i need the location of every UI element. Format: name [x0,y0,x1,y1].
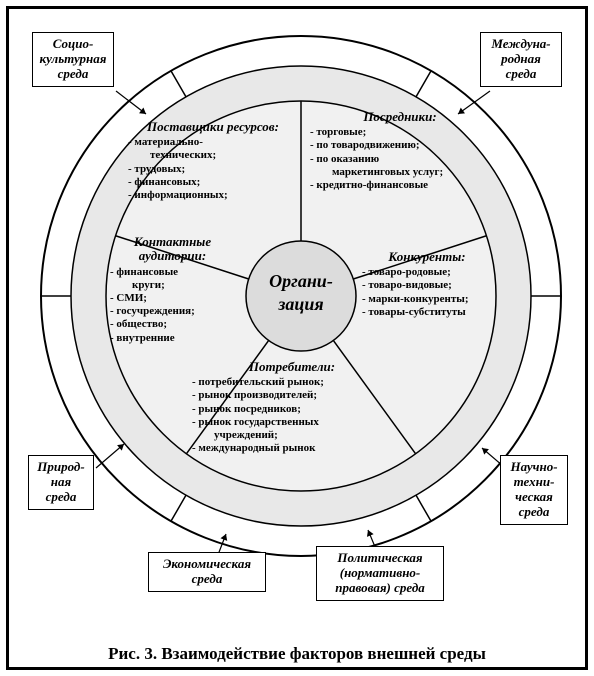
sector-item: СМИ; [110,292,235,305]
figure-caption: Рис. 3. Взаимодействие факторов внешней … [0,644,594,664]
callout-economic: Экономическаясреда [148,552,266,592]
sector-item: учреждений; [192,429,392,442]
sector-item: внутренние [110,332,235,345]
center-label: Органи- зация [256,270,346,315]
sector-item: материально- [128,136,298,149]
sector-item: по товародвижению; [310,139,490,152]
sector-item: рынок посредников; [192,403,392,416]
sector-item: товары-субституты [362,306,492,319]
sector-item: финансовые [110,266,235,279]
callout-international: Междуна-роднаясреда [480,32,562,87]
callout-natural: Природ-наясреда [28,455,94,510]
sector-intermediaries-title: Посредники: [310,110,490,124]
sector-item: технических; [128,149,298,162]
sector-item: марки-конкуренты; [362,293,492,306]
sector-item: потребительский рынок; [192,376,392,389]
sector-consumers: Потребители: потребительский рынок;рынок… [192,360,392,455]
sector-consumers-title: Потребители: [192,360,392,374]
sector-item: информационных; [128,189,298,202]
sector-suppliers: Поставщики ресурсов: материально-техниче… [128,120,298,202]
sector-audiences-list: финансовыекруги;СМИ;госучреждения;общест… [110,266,235,345]
sector-item: рынок производителей; [192,389,392,402]
sector-intermediaries: Посредники: торговые;по товародвижению;п… [310,110,490,192]
sector-item: финансовых; [128,176,298,189]
sector-item: торговые; [310,126,490,139]
callout-scitech: Научно-техни-ческаясреда [500,455,568,525]
sector-suppliers-list: материально-технических;трудовых;финансо… [128,136,298,202]
sector-item: маркетинговых услуг; [310,166,490,179]
center-line2: зация [278,294,323,314]
callout-political: Политическая(нормативно-правовая) среда [316,546,444,601]
sector-audiences-title: Контактные аудитории: [110,235,235,264]
sector-consumers-list: потребительский рынок;рынок производител… [192,376,392,455]
sector-item: международный рынок [192,442,392,455]
sector-competitors: Конкуренты: товаро-родовые;товаро-видовы… [362,250,492,319]
sector-item: кредитно-финансовые [310,179,490,192]
sector-competitors-title: Конкуренты: [362,250,492,264]
sector-item: по оказанию [310,153,490,166]
center-line1: Органи- [269,271,333,291]
callout-sociocultural: Социо-культурнаясреда [32,32,114,87]
sector-suppliers-title: Поставщики ресурсов: [128,120,298,134]
sector-item: товаро-родовые; [362,266,492,279]
sector-audiences: Контактные аудитории: финансовыекруги;СМ… [110,235,235,345]
sector-item: рынок государственных [192,416,392,429]
sector-item: общество; [110,318,235,331]
sector-item: госучреждения; [110,305,235,318]
sector-item: круги; [110,279,235,292]
sector-intermediaries-list: торговые;по товародвижению;по оказаниюма… [310,126,490,192]
sector-item: трудовых; [128,163,298,176]
sector-competitors-list: товаро-родовые;товаро-видовые;марки-конк… [362,266,492,319]
sector-item: товаро-видовые; [362,279,492,292]
